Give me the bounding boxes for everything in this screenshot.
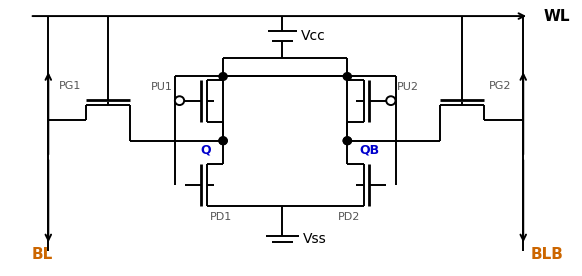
Circle shape [386,96,396,105]
Text: PD1: PD1 [210,212,232,222]
Text: PG1: PG1 [59,81,81,91]
Circle shape [219,137,227,145]
Circle shape [219,73,227,80]
Circle shape [219,137,227,145]
Circle shape [175,96,184,105]
Text: Q: Q [201,144,211,156]
Text: BL: BL [32,247,53,262]
Text: BLB: BLB [530,247,563,262]
Text: Vcc: Vcc [301,29,325,43]
Circle shape [343,137,352,145]
Text: PD2: PD2 [338,212,361,222]
Text: QB: QB [359,144,379,156]
Text: WL: WL [544,9,570,23]
Text: Vss: Vss [303,232,327,246]
Text: PG2: PG2 [489,81,512,91]
Circle shape [343,73,352,80]
Text: PU2: PU2 [398,82,419,92]
Text: PU1: PU1 [151,82,173,92]
Circle shape [343,137,352,145]
